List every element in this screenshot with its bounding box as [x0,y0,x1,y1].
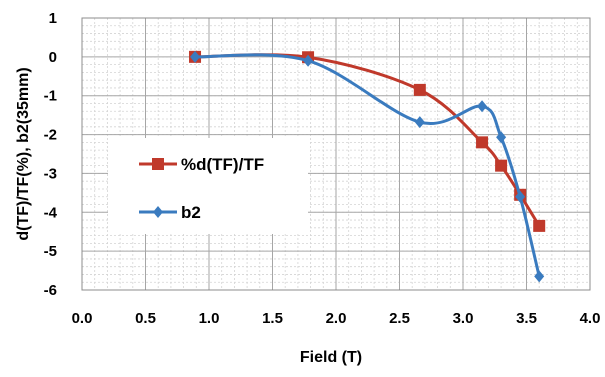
x-tick-label: 0.0 [72,310,93,327]
y-tick-label: -5 [44,243,57,260]
data-point [413,83,426,96]
y-tick-label: 1 [49,10,57,27]
data-point [190,50,201,63]
data-point [533,219,546,232]
legend: %d(TF)/TF b2 [108,138,308,234]
data-point [496,131,507,144]
x-tick-label: 2.0 [326,310,347,327]
data-point [534,270,545,283]
legend-item: b2 [139,203,201,222]
y-tick-label: -4 [44,204,58,221]
legend-label: b2 [181,203,201,222]
legend-item: %d(TF)/TF [139,155,264,174]
legend-label: %d(TF)/TF [181,155,264,174]
legend-background [108,138,308,234]
x-tick-label: 3.0 [453,310,474,327]
data-point [495,159,508,172]
x-tick-label: 1.0 [199,310,220,327]
legend-marker [152,158,164,170]
x-tick-label: 0.5 [135,310,156,327]
x-tick-label: 1.5 [262,310,283,327]
y-tick-label: 0 [49,49,57,66]
y-tick-label: -6 [44,282,57,299]
y-axis-title: d(TF)/TF(%), b2(35mm) [15,67,32,240]
x-tick-label: 2.5 [389,310,410,327]
y-tick-label: -3 [44,165,57,182]
y-tick-label: -1 [44,88,57,105]
data-point [477,100,488,113]
x-tick-label: 3.5 [516,310,537,327]
x-tick-label: 4.0 [580,310,601,327]
plot-area-frame [81,17,591,291]
y-axis-ticks: 1 0 -1 -2 -3 -4 -5 -6 [44,10,58,299]
y-tick-label: -2 [44,127,57,144]
series-2 [190,50,545,283]
legend-marker [153,206,163,218]
series-layer [189,50,546,283]
data-point [476,136,489,149]
data-point [414,116,425,129]
x-axis-ticks: 0.0 0.5 1.0 1.5 2.0 2.5 3.0 3.5 4.0 [72,310,601,327]
x-axis-title: Field (T) [300,349,362,366]
data-point [515,190,526,203]
data-point [303,54,314,67]
